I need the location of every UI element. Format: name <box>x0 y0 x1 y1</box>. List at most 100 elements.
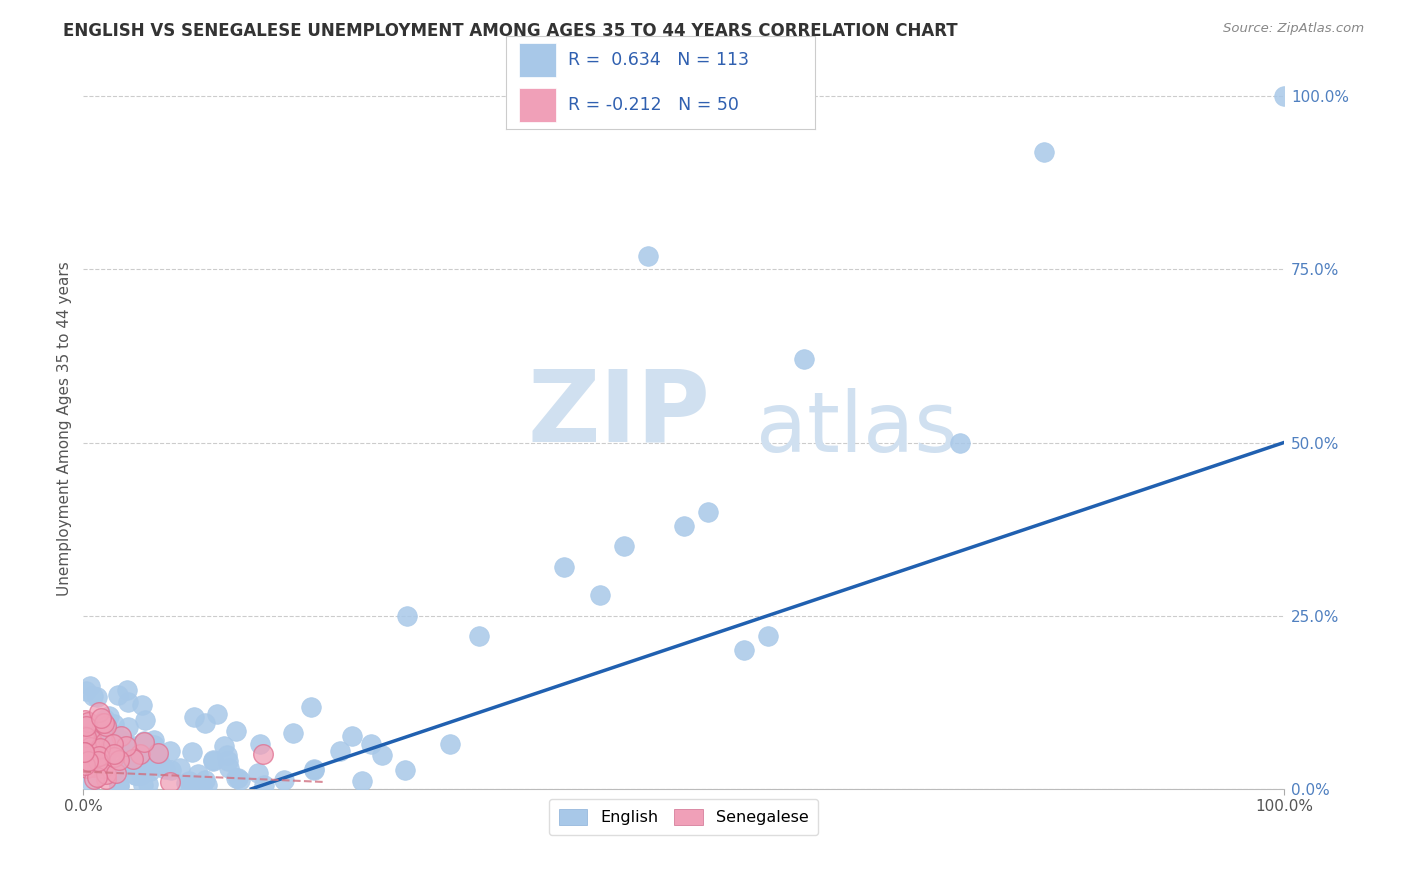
Point <box>108 778 131 792</box>
Point <box>129 748 152 763</box>
Point <box>202 753 225 767</box>
Point <box>131 698 153 712</box>
Point <box>79 730 101 744</box>
Point <box>136 741 159 756</box>
Point <box>132 735 155 749</box>
Point <box>124 767 146 781</box>
Point <box>96 748 118 763</box>
Point <box>195 778 218 792</box>
Point <box>228 773 250 788</box>
Point <box>104 730 127 744</box>
Point <box>76 761 98 775</box>
Point <box>217 754 239 768</box>
Point <box>117 720 139 734</box>
Point <box>148 746 170 760</box>
Point <box>86 739 108 754</box>
Point <box>124 739 146 753</box>
Point <box>132 778 155 792</box>
Point <box>96 719 118 733</box>
Point <box>101 737 124 751</box>
Text: Source: ZipAtlas.com: Source: ZipAtlas.com <box>1223 22 1364 36</box>
Point <box>187 767 209 781</box>
Point <box>146 750 169 764</box>
Point <box>75 730 97 744</box>
Point <box>329 744 352 758</box>
Point <box>468 630 491 644</box>
Point <box>87 755 110 769</box>
Point <box>394 764 416 778</box>
Point <box>302 763 325 777</box>
Point <box>129 747 152 762</box>
Point <box>86 749 108 764</box>
Text: ZIP: ZIP <box>527 366 710 463</box>
Point <box>79 740 101 755</box>
Point <box>117 695 139 709</box>
Y-axis label: Unemployment Among Ages 35 to 44 years: Unemployment Among Ages 35 to 44 years <box>58 261 72 596</box>
Point <box>77 743 100 757</box>
Point <box>86 690 108 704</box>
Point <box>205 706 228 721</box>
Point <box>77 724 100 739</box>
Point <box>439 737 461 751</box>
Point <box>82 734 104 748</box>
Point <box>143 747 166 761</box>
Point <box>139 764 162 779</box>
Point <box>91 760 114 774</box>
Point <box>360 738 382 752</box>
Point <box>107 779 129 793</box>
Point <box>90 711 112 725</box>
Point <box>73 743 96 757</box>
Point <box>125 767 148 781</box>
Text: ENGLISH VS SENEGALESE UNEMPLOYMENT AMONG AGES 35 TO 44 YEARS CORRELATION CHART: ENGLISH VS SENEGALESE UNEMPLOYMENT AMONG… <box>63 22 957 40</box>
Point <box>73 745 96 759</box>
Point <box>733 643 755 657</box>
Point <box>143 738 166 752</box>
Point <box>115 683 138 698</box>
Point <box>302 762 325 776</box>
Point <box>94 712 117 726</box>
Point <box>194 716 217 731</box>
Point <box>73 745 96 759</box>
Point <box>89 740 111 755</box>
Point <box>107 740 129 755</box>
Point <box>103 764 125 778</box>
Point <box>153 762 176 776</box>
Point <box>91 739 114 754</box>
Point <box>696 505 718 519</box>
Point <box>94 772 117 786</box>
Point <box>273 773 295 788</box>
Point <box>77 734 100 748</box>
Point <box>112 759 135 773</box>
Point <box>125 750 148 764</box>
Point <box>75 719 97 733</box>
Point <box>169 761 191 775</box>
Point <box>103 717 125 731</box>
Point <box>83 772 105 786</box>
Point <box>82 689 104 703</box>
Point <box>212 739 235 754</box>
Point <box>80 775 103 789</box>
Point <box>225 772 247 786</box>
Point <box>180 780 202 795</box>
Bar <box>519 88 555 122</box>
Point <box>793 352 815 367</box>
Point <box>114 734 136 748</box>
Point <box>118 755 141 769</box>
Point <box>159 744 181 758</box>
Point <box>160 763 183 777</box>
Point <box>132 734 155 748</box>
Point <box>350 773 373 788</box>
Point <box>96 767 118 781</box>
Point <box>588 588 610 602</box>
Point <box>87 706 110 720</box>
Point <box>103 727 125 741</box>
Point <box>76 754 98 768</box>
Point <box>252 747 274 761</box>
Point <box>82 737 104 751</box>
Point <box>76 726 98 740</box>
Point <box>612 540 634 554</box>
Point <box>253 778 276 792</box>
Point <box>249 738 271 752</box>
Point <box>129 756 152 771</box>
Point <box>87 721 110 735</box>
